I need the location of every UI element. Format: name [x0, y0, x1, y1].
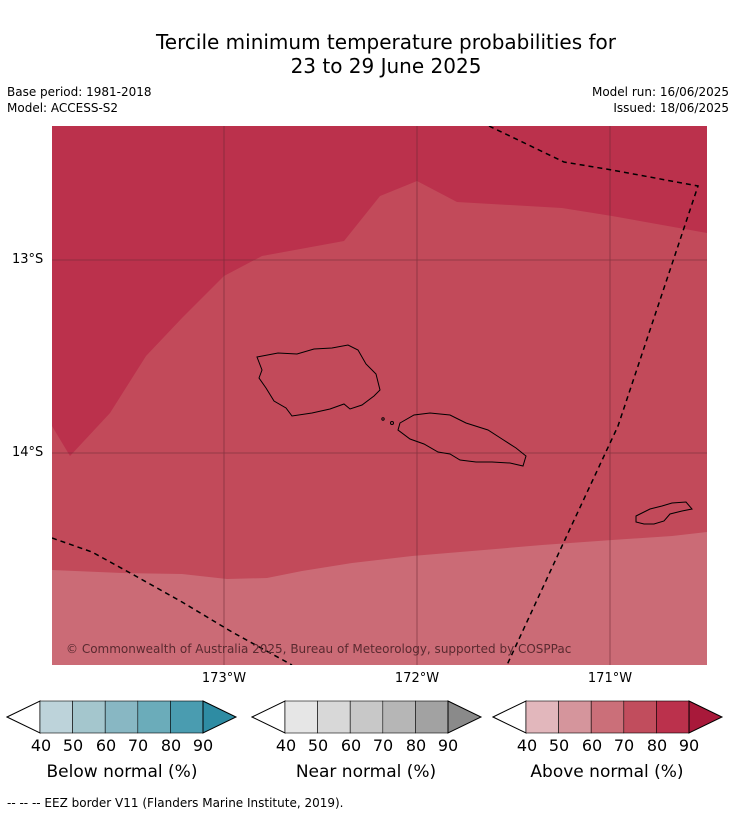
- colorbar-segment: [415, 700, 449, 734]
- tick: 60: [581, 736, 603, 755]
- map-svg: © Commonwealth of Australia 2025, Bureau…: [52, 126, 707, 665]
- copyright-text: © Commonwealth of Australia 2025, Bureau…: [66, 642, 571, 656]
- tick: 50: [307, 736, 329, 755]
- colorbar-segment: [104, 700, 139, 734]
- meta-left: Base period: 1981-2018 Model: ACCESS-S2: [7, 84, 152, 116]
- colorbar-below-segments: [39, 700, 204, 734]
- region-above-60-70-south: [52, 532, 707, 665]
- islet-apolima: [381, 417, 385, 421]
- tick: 90: [437, 736, 459, 755]
- colorbar-above: [492, 700, 724, 734]
- colorbar-segment: [590, 700, 625, 734]
- tick: 90: [678, 736, 700, 755]
- graticule: [52, 126, 707, 665]
- lon-label-172w: 172°W: [394, 671, 440, 686]
- tick: 70: [127, 736, 149, 755]
- colorbar-near-label: Near normal (%): [295, 762, 437, 782]
- colorbar-segment: [39, 700, 73, 734]
- tick: 80: [405, 736, 427, 755]
- meta-right: Model run: 16/06/2025 Issued: 18/06/2025: [592, 84, 729, 116]
- base-period: Base period: 1981-2018: [7, 85, 152, 99]
- tick: 40: [516, 736, 538, 755]
- colorbar-segment: [317, 700, 351, 734]
- colorbar-segment: [623, 700, 657, 734]
- colorbar-below-label: Below normal (%): [46, 762, 198, 782]
- colorbar-segment: [170, 700, 204, 734]
- colorbar-segment: [382, 700, 416, 734]
- island-tutuila: [635, 501, 693, 525]
- model-name: Model: ACCESS-S2: [7, 101, 119, 115]
- colorbar-near-arrow-high: [447, 700, 483, 734]
- colorbar-segment: [284, 700, 318, 734]
- tick: 60: [340, 736, 362, 755]
- island-upolu: [397, 412, 527, 467]
- colorbar-below-arrow-high: [202, 700, 238, 734]
- tick: 40: [30, 736, 52, 755]
- tick: 90: [192, 736, 214, 755]
- issued-date: Issued: 18/06/2025: [613, 101, 729, 115]
- eez-border: [52, 126, 699, 665]
- island-savaii: [256, 344, 381, 417]
- colorbar-segment: [558, 700, 592, 734]
- colorbar-above-arrow-low: [492, 700, 527, 734]
- colorbar-above-label: Above normal (%): [530, 762, 684, 782]
- title-line-2: 23 to 29 June 2025: [290, 54, 482, 78]
- colorbar-segment: [349, 700, 384, 734]
- eez-footnote: -- -- -- EEZ border V11 (Flanders Marine…: [7, 796, 344, 810]
- colorbar-segment: [656, 700, 690, 734]
- lon-label-171w: 171°W: [587, 671, 633, 686]
- colorbar-near: [251, 700, 483, 734]
- region-above-80-90-west: [52, 126, 707, 456]
- title-line-1: Tercile minimum temperature probabilitie…: [155, 30, 617, 54]
- model-run: Model run: 16/06/2025: [591, 85, 729, 99]
- tick: 60: [95, 736, 117, 755]
- colorbar-segment: [137, 700, 171, 734]
- colorbar-above-segments: [525, 700, 690, 734]
- colorbar-below-arrow-low: [6, 700, 41, 734]
- colorbar-below: [6, 700, 238, 734]
- lon-label-173w: 173°W: [201, 671, 247, 686]
- colorbar-near-segments: [284, 700, 449, 734]
- lat-label-14s: 14°S: [12, 445, 44, 460]
- colorbar-near-arrow-low: [251, 700, 286, 734]
- colorbar-segment: [525, 700, 559, 734]
- tick: 40: [275, 736, 297, 755]
- tick: 50: [62, 736, 84, 755]
- tick: 50: [548, 736, 570, 755]
- tick: 80: [160, 736, 182, 755]
- map-title: Tercile minimum temperature probabilitie…: [0, 30, 736, 78]
- colorbar-above-arrow-high: [688, 700, 724, 734]
- tick: 80: [646, 736, 668, 755]
- map-panel: © Commonwealth of Australia 2025, Bureau…: [52, 126, 707, 665]
- tick: 70: [613, 736, 635, 755]
- islet-manono: [390, 421, 394, 425]
- lat-label-13s: 13°S: [12, 252, 44, 267]
- colorbar-segment: [72, 700, 106, 734]
- tick: 70: [372, 736, 394, 755]
